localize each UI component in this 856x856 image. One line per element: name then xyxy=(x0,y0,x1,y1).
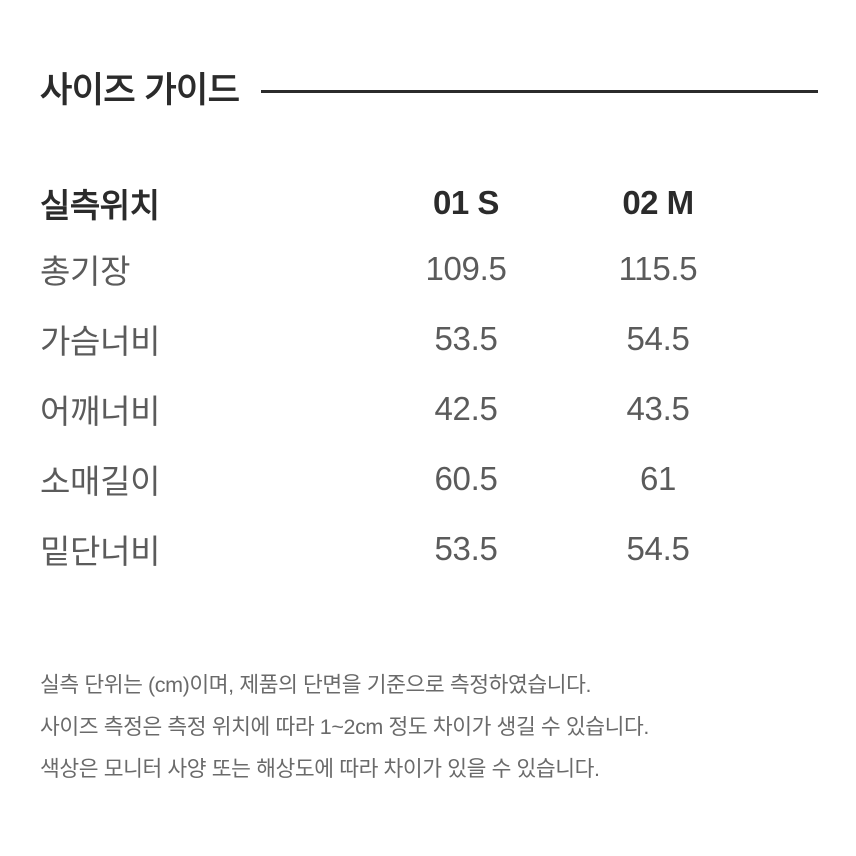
row-label: 총기장 xyxy=(40,253,131,290)
row-spacer xyxy=(754,234,816,304)
row-spacer xyxy=(754,304,816,374)
column-header-size-01-s: 01 S xyxy=(433,184,499,221)
note-line-color: 색상은 모니터 사양 또는 해상도에 따라 차이가 있을 수 있습니다. xyxy=(40,757,600,781)
size-measurement-table: 실측위치 01 S 02 M 총기장 109.5 115.5 가슴너비 53.5… xyxy=(40,172,816,584)
table-row: 가슴너비 53.5 54.5 xyxy=(40,304,816,374)
row-spacer xyxy=(754,374,816,444)
row-label: 소매길이 xyxy=(40,463,161,500)
table-row: 소매길이 60.5 61 xyxy=(40,444,816,514)
row-value-m: 54.5 xyxy=(626,320,690,357)
row-value-s: 53.5 xyxy=(434,530,498,567)
size-guide-notes: 실측 단위는 (cm)이며, 제품의 단면을 기준으로 측정하였습니다. 사이즈… xyxy=(40,664,830,790)
table-header-row: 실측위치 01 S 02 M xyxy=(40,172,816,234)
row-value-s: 53.5 xyxy=(434,320,498,357)
row-value-m: 54.5 xyxy=(626,530,690,567)
note-line-unit: 실측 단위는 (cm)이며, 제품의 단면을 기준으로 측정하였습니다. xyxy=(40,673,592,697)
column-header-measurement-point: 실측위치 xyxy=(40,187,160,224)
row-value-s: 109.5 xyxy=(425,250,507,287)
row-label: 어깨너비 xyxy=(40,393,161,430)
row-label: 밑단너비 xyxy=(40,533,161,570)
row-value-s: 60.5 xyxy=(434,460,498,497)
row-value-s: 42.5 xyxy=(434,390,498,427)
row-value-m: 43.5 xyxy=(626,390,690,427)
row-spacer xyxy=(754,444,816,514)
page-title: 사이즈 가이드 xyxy=(40,70,240,110)
table-row: 어깨너비 42.5 43.5 xyxy=(40,374,816,444)
column-header-size-02-m: 02 M xyxy=(622,184,694,221)
table-row: 밑단너비 53.5 54.5 xyxy=(40,514,816,584)
note-line-tolerance: 사이즈 측정은 측정 위치에 따라 1~2cm 정도 차이가 생길 수 있습니다… xyxy=(40,715,649,739)
row-value-m: 61 xyxy=(639,460,677,497)
row-value-m: 115.5 xyxy=(618,250,698,287)
size-guide-header: 사이즈 가이드 xyxy=(40,66,818,114)
title-divider-rule xyxy=(261,89,818,93)
table-row: 총기장 109.5 115.5 xyxy=(40,234,816,304)
column-header-spacer xyxy=(754,172,816,234)
row-label: 가슴너비 xyxy=(40,323,161,360)
row-spacer xyxy=(754,514,816,584)
